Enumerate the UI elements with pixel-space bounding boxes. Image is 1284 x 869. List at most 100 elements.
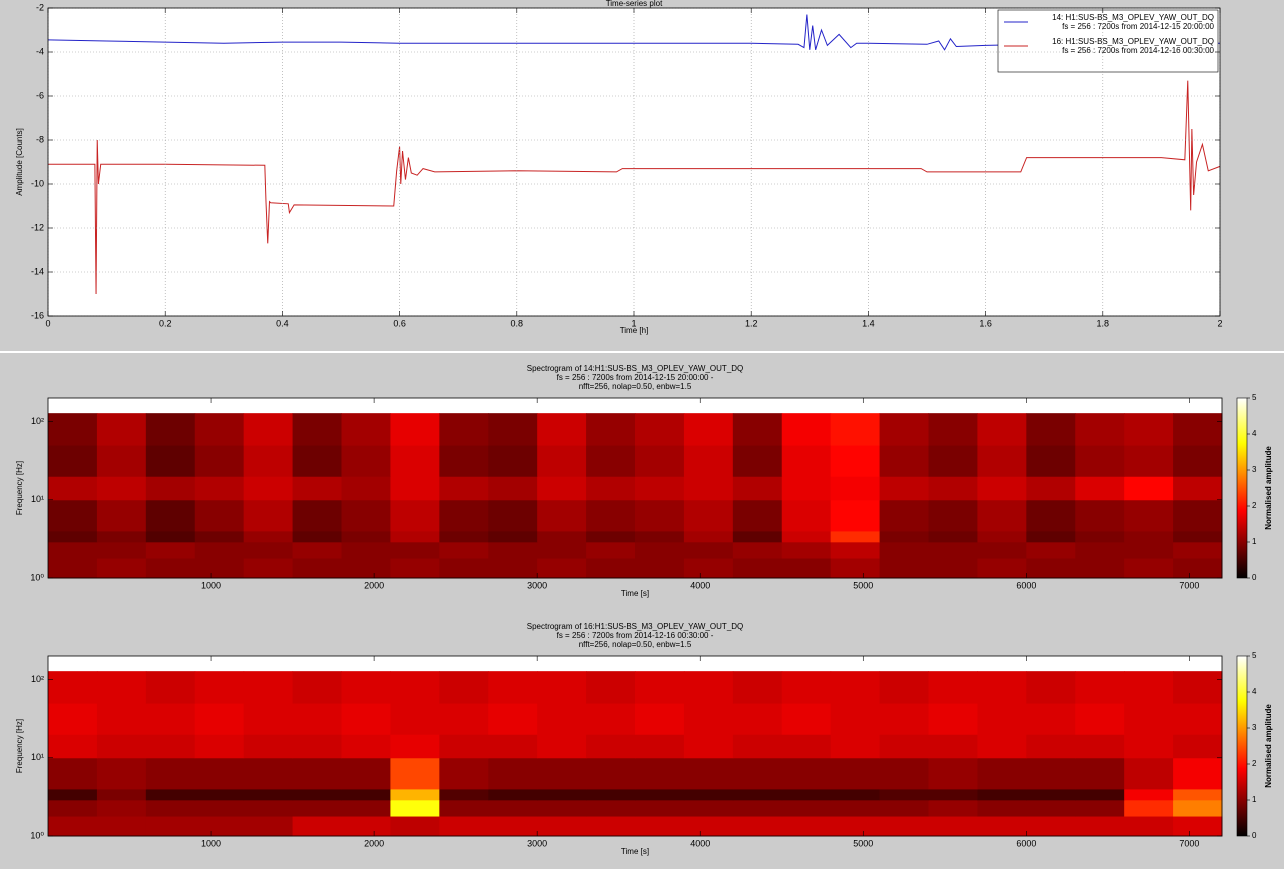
heatmap-cell bbox=[733, 734, 782, 758]
heatmap-cell bbox=[1124, 703, 1173, 735]
heatmap-cell bbox=[48, 703, 97, 735]
chart-title: nfft=256, nolap=0.50, enbw=1.5 bbox=[579, 640, 692, 649]
y-axis-label: Frequency [Hz] bbox=[15, 719, 24, 773]
heatmap-cell bbox=[782, 789, 831, 800]
heatmap-cell bbox=[733, 816, 782, 836]
chart-title: fs = 256 : 7200s from 2014-12-16 00:30:0… bbox=[557, 631, 714, 640]
heatmap-cell bbox=[977, 789, 1026, 800]
heatmap-cell bbox=[48, 542, 97, 559]
heatmap-cell bbox=[342, 734, 391, 758]
x-axis-label: Time [s] bbox=[621, 847, 649, 856]
heatmap-cell bbox=[1075, 558, 1124, 578]
y-axis-label: Amplitude [Counts] bbox=[15, 128, 24, 196]
heatmap-cell bbox=[1075, 758, 1124, 790]
heatmap-cell bbox=[48, 558, 97, 578]
heatmap-cell bbox=[1026, 531, 1075, 542]
y-tick-label: 10¹ bbox=[31, 494, 44, 504]
heatmap-cell bbox=[48, 800, 97, 817]
heatmap-cell bbox=[929, 703, 978, 735]
heatmap-cell bbox=[782, 531, 831, 542]
heatmap-cell bbox=[831, 671, 880, 703]
heatmap-cell bbox=[1026, 800, 1075, 817]
heatmap-cell bbox=[782, 734, 831, 758]
heatmap-cell bbox=[929, 531, 978, 542]
x-tick-label: 3000 bbox=[527, 838, 547, 848]
heatmap-cell bbox=[586, 542, 635, 559]
x-tick-label: 2 bbox=[1217, 318, 1222, 328]
heatmap-cell bbox=[880, 445, 929, 477]
heatmap-cell bbox=[977, 558, 1026, 578]
heatmap-cell bbox=[97, 703, 146, 735]
heatmap-cell bbox=[586, 445, 635, 477]
heatmap-cell bbox=[635, 542, 684, 559]
heatmap-cell bbox=[342, 703, 391, 735]
heatmap-cell bbox=[537, 476, 586, 500]
heatmap-cell bbox=[342, 500, 391, 532]
colorbar-tick-label: 4 bbox=[1252, 687, 1257, 696]
chart-title: Time-series plot bbox=[606, 0, 663, 8]
heatmap-cell bbox=[293, 816, 342, 836]
heatmap-cell bbox=[733, 445, 782, 477]
heatmap-cell bbox=[1075, 531, 1124, 542]
heatmap-cell bbox=[929, 758, 978, 790]
y-tick-label: -8 bbox=[36, 134, 44, 144]
heatmap-cell bbox=[782, 558, 831, 578]
heatmap-cell bbox=[733, 758, 782, 790]
heatmap-cell bbox=[1124, 789, 1173, 800]
heatmap-cell bbox=[195, 671, 244, 703]
heatmap-cell bbox=[97, 800, 146, 817]
heatmap-cell bbox=[684, 558, 733, 578]
heatmap-cell bbox=[195, 734, 244, 758]
heatmap-cell bbox=[1026, 558, 1075, 578]
heatmap-cell bbox=[244, 758, 293, 790]
heatmap-cell bbox=[342, 758, 391, 790]
heatmap-cell bbox=[488, 531, 537, 542]
heatmap-cell bbox=[537, 531, 586, 542]
heatmap-cell bbox=[684, 445, 733, 477]
heatmap-cell bbox=[1075, 789, 1124, 800]
heatmap-cell bbox=[586, 500, 635, 532]
y-tick-label: -12 bbox=[31, 222, 44, 232]
heatmap-cell bbox=[537, 734, 586, 758]
heatmap-cell bbox=[244, 789, 293, 800]
heatmap-cell bbox=[1075, 476, 1124, 500]
x-tick-label: 1000 bbox=[201, 838, 221, 848]
heatmap-cell bbox=[439, 789, 488, 800]
heatmap-cell bbox=[48, 789, 97, 800]
heatmap-cell bbox=[97, 500, 146, 532]
heatmap-cell bbox=[488, 542, 537, 559]
heatmap-cell bbox=[244, 476, 293, 500]
colorbar-label: Normalised amplitude bbox=[1264, 446, 1273, 530]
heatmap-cell bbox=[390, 531, 439, 542]
heatmap-cell bbox=[488, 445, 537, 477]
heatmap-cell bbox=[1173, 531, 1222, 542]
heatmap-cell bbox=[1124, 531, 1173, 542]
heatmap-cell bbox=[733, 500, 782, 532]
heatmap-cell bbox=[48, 758, 97, 790]
chart-title: nfft=256, nolap=0.50, enbw=1.5 bbox=[579, 382, 692, 391]
y-tick-label: -6 bbox=[36, 90, 44, 100]
heatmap-cell bbox=[1173, 800, 1222, 817]
heatmap-cell bbox=[195, 413, 244, 445]
heatmap-cell bbox=[537, 758, 586, 790]
heatmap-cell bbox=[342, 671, 391, 703]
heatmap-cell bbox=[929, 558, 978, 578]
x-axis-label: Time [s] bbox=[621, 589, 649, 598]
heatmap-cell bbox=[733, 531, 782, 542]
heatmap-cell bbox=[635, 476, 684, 500]
heatmap-cell bbox=[684, 542, 733, 559]
heatmap-cell bbox=[390, 734, 439, 758]
x-tick-label: 1 bbox=[631, 318, 636, 328]
heatmap-cell bbox=[537, 800, 586, 817]
heatmap-cell bbox=[146, 816, 195, 836]
heatmap-cell bbox=[390, 500, 439, 532]
heatmap-cell bbox=[1026, 758, 1075, 790]
heatmap-cell bbox=[293, 476, 342, 500]
heatmap-cell bbox=[1173, 671, 1222, 703]
heatmap-cell bbox=[929, 476, 978, 500]
heatmap-cell bbox=[195, 816, 244, 836]
heatmap-cell bbox=[1173, 758, 1222, 790]
heatmap-cell bbox=[684, 816, 733, 836]
heatmap-cell bbox=[1173, 500, 1222, 532]
heatmap-cell bbox=[929, 413, 978, 445]
